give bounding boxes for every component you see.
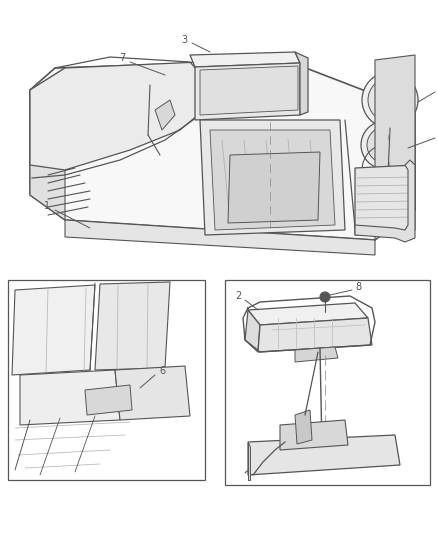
Text: 2: 2 [235,291,241,301]
Polygon shape [355,160,415,242]
Polygon shape [190,52,300,67]
Polygon shape [115,366,190,420]
Polygon shape [95,282,170,370]
Polygon shape [200,120,345,235]
Polygon shape [200,66,298,115]
Polygon shape [295,410,312,444]
Circle shape [105,397,111,403]
Circle shape [367,127,403,163]
Polygon shape [258,318,372,352]
Circle shape [361,121,409,169]
Text: 3: 3 [181,35,187,45]
Bar [8,280,205,480]
Circle shape [320,292,330,302]
Polygon shape [30,68,65,220]
Circle shape [362,207,378,223]
Polygon shape [295,347,338,362]
Polygon shape [12,285,95,375]
Polygon shape [245,310,260,352]
Polygon shape [195,63,300,120]
Bar [225,280,430,485]
Polygon shape [228,152,320,223]
Circle shape [368,78,412,122]
Polygon shape [248,435,400,475]
Polygon shape [155,100,175,130]
Polygon shape [375,55,415,240]
Polygon shape [30,62,215,170]
Polygon shape [210,130,335,230]
Text: 8: 8 [355,282,361,292]
Circle shape [362,72,418,128]
Polygon shape [30,60,415,240]
Circle shape [267,457,273,463]
Polygon shape [248,303,368,325]
Polygon shape [355,165,415,235]
Circle shape [377,452,383,458]
Polygon shape [280,420,348,450]
Polygon shape [65,220,375,255]
Circle shape [100,392,116,408]
Polygon shape [85,385,132,415]
Polygon shape [20,370,120,425]
Text: 6: 6 [159,366,165,376]
Text: 1: 1 [44,201,50,211]
Polygon shape [248,442,250,480]
Circle shape [96,388,120,412]
Polygon shape [295,52,308,115]
Text: 7: 7 [119,53,125,63]
